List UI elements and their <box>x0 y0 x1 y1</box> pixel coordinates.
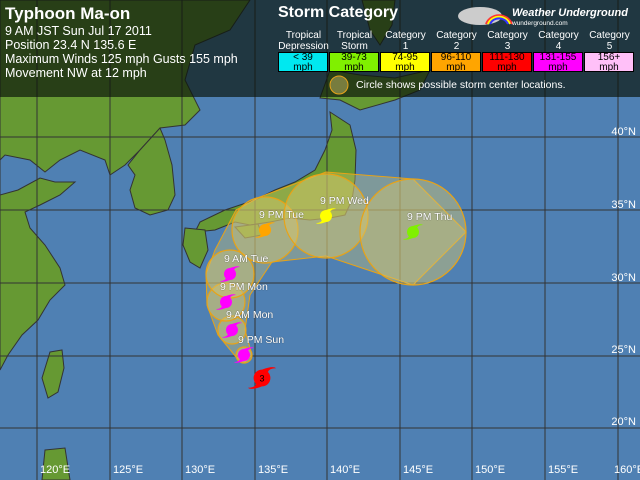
hurricane-icon <box>316 208 336 224</box>
lat-label: 20°N <box>611 416 636 428</box>
lon-label: 140°E <box>330 464 361 476</box>
lon-label: 160°E <box>614 464 640 476</box>
movement: Movement NW at 12 mph <box>5 66 147 80</box>
brand-name: Weather Underground <box>512 7 628 19</box>
category-swatch: 111-130 mph <box>482 52 532 73</box>
category-swatch: 156+ mph <box>584 52 634 73</box>
category-swatch: < 39 mph <box>278 52 328 73</box>
hurricane-icon <box>222 322 242 338</box>
kyushu <box>182 227 209 269</box>
category-label: Category 2 <box>436 30 477 52</box>
lat-label: 30°N <box>611 272 636 284</box>
forecast-point-label: 9 PM Wed <box>320 195 369 207</box>
max-winds: Maximum Winds 125 mph Gusts 155 mph <box>5 52 238 66</box>
category-swatch: 131-155 mph <box>533 52 583 73</box>
hurricane-icon <box>216 294 236 310</box>
lon-label: 155°E <box>548 464 579 476</box>
lon-label: 125°E <box>113 464 144 476</box>
hurricane-icon <box>255 222 275 238</box>
lon-label: 135°E <box>258 464 289 476</box>
category-label: Category 1 <box>385 30 426 52</box>
category-swatch: 39-73 mph <box>329 52 379 73</box>
storm-icons: 3 <box>216 208 423 389</box>
honshu <box>194 111 357 233</box>
hurricane-icon: 3 <box>248 367 276 389</box>
circle-legend-icon <box>329 75 349 95</box>
forecast-point-label: 9 AM Tue <box>224 253 269 265</box>
category-label: Tropical Depression <box>278 30 329 52</box>
category-label: Category 3 <box>487 30 528 52</box>
hurricane-icon <box>234 347 254 363</box>
lon-label: 120°E <box>40 464 71 476</box>
category-label: Tropical Storm <box>336 30 373 52</box>
storm-title: Typhoon Ma-on <box>5 4 131 23</box>
forecast-point-label: 9 PM Thu <box>407 211 453 223</box>
svg-text:3: 3 <box>259 374 264 384</box>
lat-label: 40°N <box>611 126 636 138</box>
circle-note: Circle shows possible storm center locat… <box>356 79 566 91</box>
header-overlay <box>0 0 640 97</box>
lat-label: 25°N <box>611 344 636 356</box>
lat-label: 35°N <box>611 199 636 211</box>
category-label: Category 5 <box>589 30 630 52</box>
weather-underground-logo <box>458 7 513 25</box>
category-swatch: 96-110 mph <box>431 52 481 73</box>
lon-label: 150°E <box>475 464 506 476</box>
forecast-point-label: 9 AM Mon <box>226 309 274 321</box>
advisory-time: 9 AM JST Sun Jul 17 2011 <box>5 24 152 38</box>
hurricane-icon <box>220 266 240 282</box>
forecast-point-label: 9 PM Tue <box>259 209 304 221</box>
storm-position: Position 23.4 N 135.6 E <box>5 38 137 52</box>
lon-label: 145°E <box>403 464 434 476</box>
korea <box>127 127 176 216</box>
category-label: Category 4 <box>538 30 579 52</box>
hurricane-icon <box>403 224 423 240</box>
forecast-point-label: 9 PM Sun <box>238 334 285 346</box>
legend-title: Storm Category <box>278 4 399 21</box>
taiwan <box>41 349 65 399</box>
forecast-point-label: 9 PM Mon <box>220 281 268 293</box>
hainan-south <box>41 447 71 480</box>
lon-label: 130°E <box>185 464 216 476</box>
brand-url: wunderground.com <box>512 20 568 27</box>
category-swatch: 74-95 mph <box>380 52 430 73</box>
